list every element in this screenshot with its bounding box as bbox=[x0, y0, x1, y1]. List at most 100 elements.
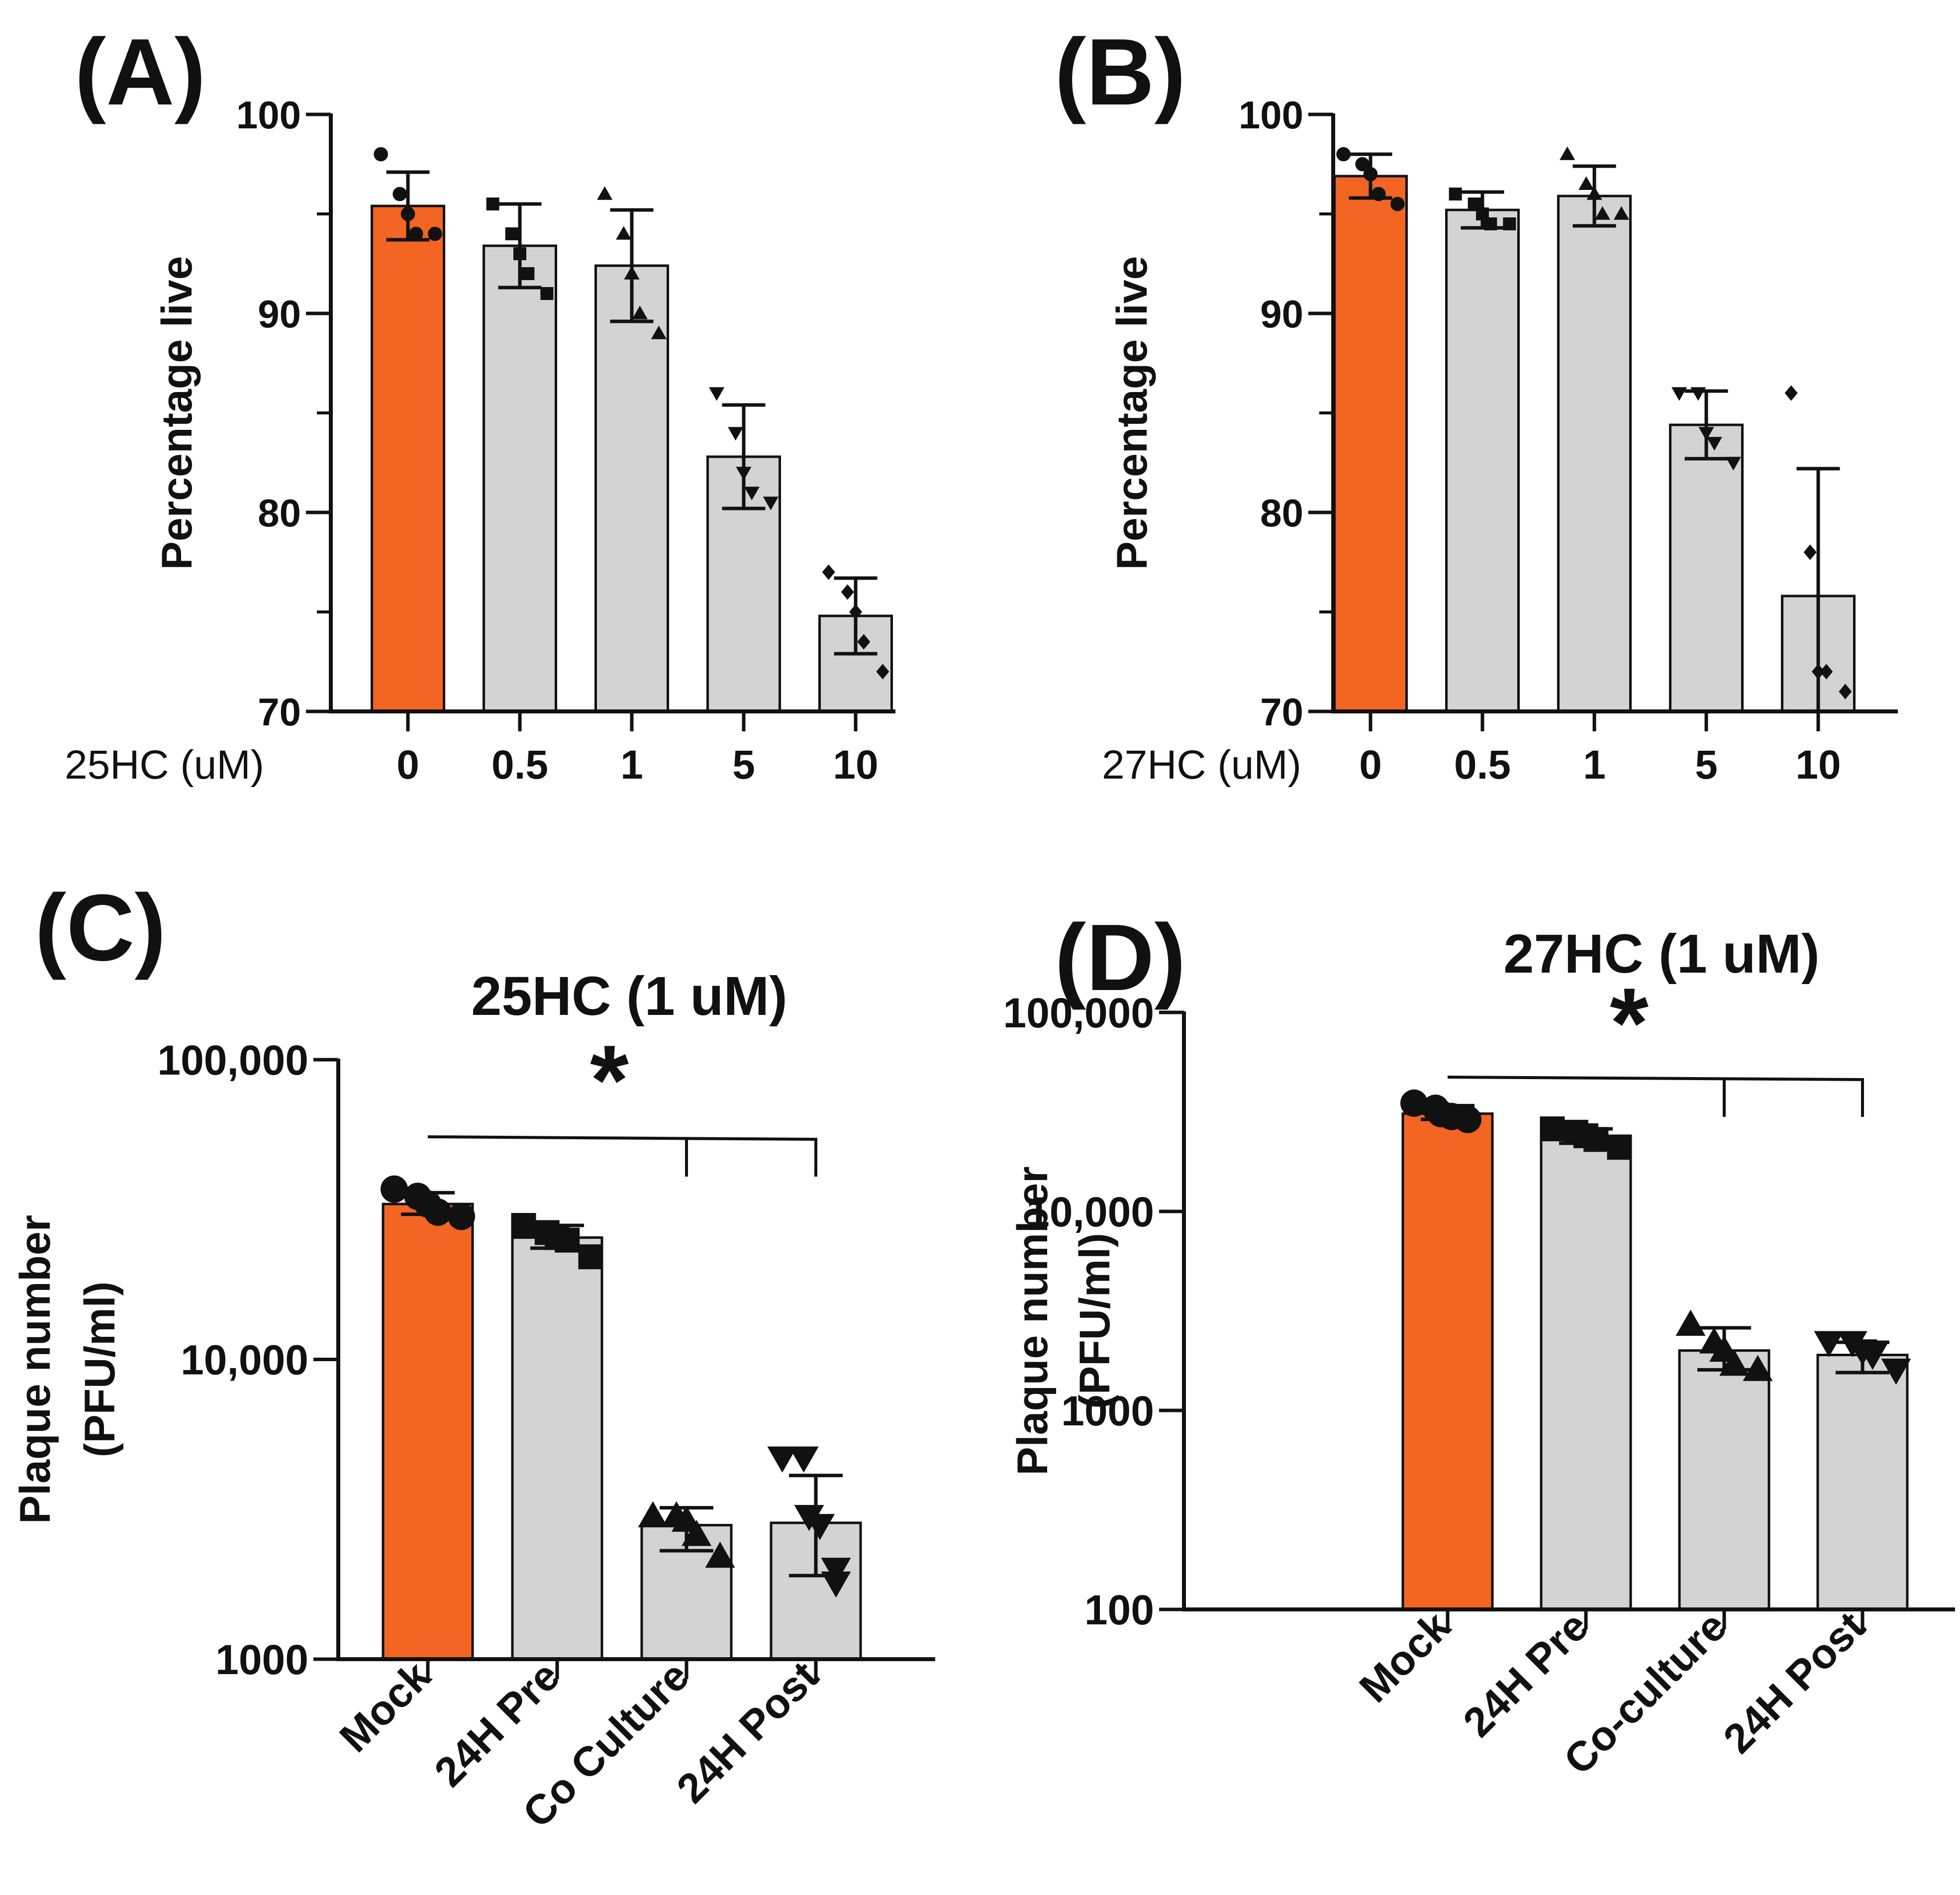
significance-line bbox=[1447, 1076, 1863, 1081]
data-point bbox=[1586, 186, 1602, 200]
data-point bbox=[638, 1501, 668, 1528]
data-point bbox=[1698, 427, 1714, 441]
data-point bbox=[767, 1446, 797, 1473]
data-point bbox=[1803, 544, 1817, 560]
bar bbox=[594, 264, 669, 713]
chart-a-svg: (A) 70 80 90 100 0 0.5 1 5 10 25HC (uM) Percentage… bbox=[65, 19, 895, 788]
data-point bbox=[1858, 1343, 1888, 1370]
panel-b: (B) 70 80 90 100 0 0.5 1 5 10 27HC (uM) Percentage… bbox=[980, 0, 1960, 846]
data-point bbox=[513, 247, 526, 260]
data-point bbox=[448, 1202, 475, 1230]
y-tick-label: 100,000 bbox=[1003, 990, 1154, 1036]
data-point bbox=[578, 1244, 603, 1270]
y-tick-label: 100,000 bbox=[157, 1037, 308, 1084]
bar bbox=[511, 1236, 603, 1661]
data-point bbox=[1454, 1105, 1481, 1133]
data-point bbox=[424, 1198, 452, 1226]
data-point bbox=[705, 1541, 735, 1568]
data-point bbox=[1814, 1331, 1844, 1358]
data-point bbox=[788, 1446, 819, 1473]
data-point bbox=[1743, 1355, 1773, 1381]
y-tick-label: 90 bbox=[1260, 292, 1303, 336]
y-tick-label: 1000 bbox=[1061, 1388, 1154, 1434]
data-point bbox=[1578, 176, 1594, 190]
chart-d-title: 27HC (1 uM) bbox=[1503, 923, 1820, 985]
y-axis-title: (PFU/ml) bbox=[1071, 1233, 1119, 1409]
x-tick-label: 24H Post bbox=[668, 1652, 827, 1812]
data-point bbox=[805, 1514, 835, 1540]
panel-a: (A) 70 80 90 100 0 0.5 1 5 10 25HC (uM) Percentage… bbox=[0, 0, 980, 846]
panel-label-b: (B) bbox=[1055, 19, 1186, 125]
data-point bbox=[1706, 437, 1722, 451]
x-tick-label: 10 bbox=[1795, 742, 1841, 788]
data-point bbox=[1671, 387, 1687, 401]
x-tick-label: 5 bbox=[1695, 742, 1718, 788]
x-tick-label: 0 bbox=[396, 742, 419, 788]
significance-line bbox=[427, 1135, 816, 1141]
bar bbox=[483, 244, 557, 713]
x-tick-label: 24H Post bbox=[1714, 1602, 1874, 1762]
significance-star: * bbox=[590, 1025, 629, 1136]
data-point bbox=[1484, 217, 1497, 230]
bar bbox=[1816, 1353, 1909, 1611]
y-tick-label: 1000 bbox=[215, 1636, 308, 1683]
bar bbox=[1445, 208, 1520, 713]
data-point bbox=[1725, 457, 1741, 471]
data-point bbox=[511, 1213, 536, 1238]
y-tick-label: 90 bbox=[258, 292, 301, 336]
data-point bbox=[521, 267, 535, 280]
x-axis-title: 27HC (uM) bbox=[1102, 742, 1301, 788]
data-point bbox=[1719, 1349, 1750, 1376]
data-point bbox=[505, 227, 518, 240]
data-point bbox=[1449, 188, 1462, 200]
data-point bbox=[849, 604, 862, 620]
bar bbox=[1678, 1349, 1770, 1611]
data-point bbox=[555, 1227, 580, 1253]
data-point bbox=[876, 664, 889, 680]
x-tick-label: 0.5 bbox=[1454, 742, 1511, 788]
x-tick-label: 10 bbox=[833, 742, 878, 788]
data-point bbox=[597, 186, 613, 200]
data-point bbox=[1690, 387, 1706, 401]
data-point bbox=[1784, 385, 1798, 401]
panel-c: (C) 25HC (1 uM) 1000 10,000 100,000 Mock 24H… bbox=[0, 846, 980, 1895]
y-tick-label: 70 bbox=[258, 690, 301, 734]
x-tick-label: 0 bbox=[1359, 742, 1382, 788]
data-point bbox=[1355, 157, 1370, 172]
data-point bbox=[1560, 146, 1575, 160]
data-point bbox=[1336, 147, 1351, 162]
y-axis-title: (PFU/ml) bbox=[76, 1282, 124, 1458]
y-tick-label: 80 bbox=[258, 491, 301, 535]
panel-label-d: (D) bbox=[1055, 905, 1186, 1010]
y-tick-label: 80 bbox=[1260, 491, 1303, 535]
data-point bbox=[857, 634, 871, 650]
data-point bbox=[409, 226, 423, 241]
bar bbox=[1401, 1112, 1494, 1611]
data-point bbox=[428, 226, 442, 241]
data-point bbox=[1812, 664, 1825, 680]
y-tick-label: 10,000 bbox=[181, 1337, 308, 1384]
data-point bbox=[1613, 206, 1629, 220]
panel-label-a: (A) bbox=[75, 19, 206, 125]
data-point bbox=[632, 305, 648, 319]
x-tick-label: Mock bbox=[330, 1652, 439, 1761]
bar bbox=[1540, 1134, 1632, 1611]
data-point bbox=[1881, 1358, 1911, 1385]
y-tick-label: 100 bbox=[1239, 93, 1303, 137]
x-tick-label: 1 bbox=[1583, 742, 1606, 788]
data-point bbox=[1607, 1135, 1632, 1160]
data-point bbox=[624, 266, 640, 280]
data-point bbox=[540, 287, 554, 300]
x-axis-title: 25HC (uM) bbox=[65, 742, 264, 788]
bar bbox=[1557, 195, 1632, 713]
data-point bbox=[736, 467, 752, 481]
data-point bbox=[682, 1519, 712, 1546]
x-tick-label: 1 bbox=[620, 742, 643, 788]
chart-c-title: 25HC (1 uM) bbox=[471, 966, 787, 1027]
data-point bbox=[374, 147, 388, 162]
data-point bbox=[1503, 217, 1516, 230]
x-tick-label: 24H Pre bbox=[1454, 1602, 1597, 1746]
data-point bbox=[821, 1571, 851, 1598]
data-point bbox=[744, 487, 760, 500]
y-axis-title: Percentage live bbox=[153, 256, 201, 570]
